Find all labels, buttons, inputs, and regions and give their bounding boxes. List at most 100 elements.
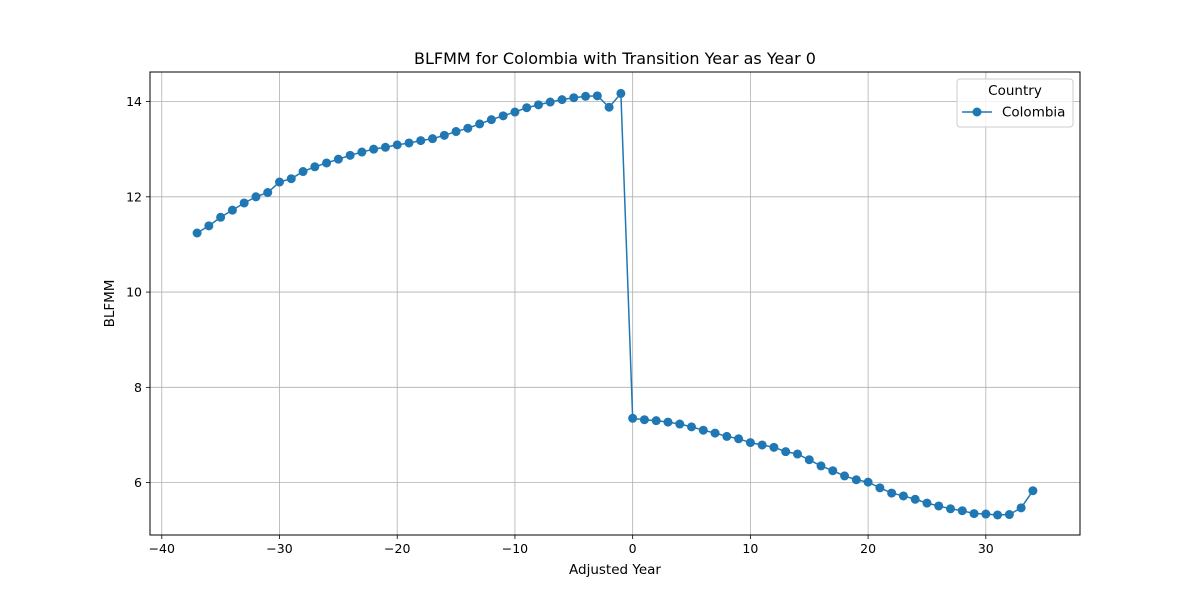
data-point [710,428,720,438]
data-point [851,475,861,485]
data-point [792,449,802,459]
data-point [428,134,438,144]
data-point [604,102,614,112]
data-point [192,228,202,238]
data-point [239,198,249,208]
legend-box [956,78,1074,128]
data-point [722,431,732,441]
data-point [439,130,449,140]
data-point [675,419,685,429]
data-point [1016,503,1026,513]
data-point [404,138,414,148]
x-tick-label: 30 [978,541,994,556]
data-point [1028,486,1038,496]
data-point [475,119,485,129]
data-point [628,413,638,423]
data-point [616,88,626,98]
data-point [898,491,908,501]
data-point [993,510,1003,520]
data-point [910,494,920,504]
data-point [380,142,390,152]
y-tick-label: 10 [126,285,142,300]
x-tick-label: 10 [742,541,758,556]
data-point [698,425,708,435]
data-point [416,136,426,146]
y-axis-ticks: 6 8 10 12 14 [126,94,150,490]
y-tick-label: 6 [134,475,142,490]
data-point [887,488,897,498]
data-point [310,162,320,172]
data-point [569,93,579,103]
data-point [333,154,343,164]
data-point [863,477,873,487]
x-tick-label: −20 [384,541,410,556]
x-tick-label: −10 [502,541,528,556]
data-point [545,97,555,107]
data-point [745,438,755,448]
chart-title: BLFMM for Colombia with Transition Year … [414,49,816,68]
series-line-colombia [196,92,1034,516]
data-point [639,415,649,425]
data-point [486,115,496,125]
data-point [216,212,226,222]
x-tick-label: 0 [629,541,637,556]
data-point [510,107,520,117]
data-point [227,205,237,215]
data-point [1004,510,1014,520]
data-point [687,422,697,432]
data-point [969,509,979,519]
data-point [274,177,284,187]
data-point [581,91,591,101]
data-point [769,442,779,452]
data-point [392,140,402,150]
x-tick-label: 20 [860,541,876,556]
data-point [557,95,567,105]
y-tick-label: 12 [126,189,142,204]
x-tick-label: −40 [149,541,175,556]
series-layer [192,88,1038,520]
legend: Country Colombia [956,78,1074,128]
data-point [204,221,214,231]
legend-label-colombia: Colombia [1002,105,1065,121]
data-point [946,504,956,514]
data-point [875,483,885,493]
data-point [651,416,661,426]
data-point [498,111,508,121]
data-point [286,174,296,184]
data-point [298,167,308,177]
grid [150,72,1080,535]
x-axis-ticks: −40 −30 −20 −10 0 10 20 30 [149,535,994,556]
data-point [757,440,767,450]
data-point [522,103,532,113]
data-point [451,127,461,137]
x-axis-label: Adjusted Year [569,562,661,578]
data-point [804,455,814,465]
plot-frame [149,71,1081,536]
y-axis-label: BLFMM [102,280,118,328]
data-point [533,100,543,110]
y-tick-label: 8 [134,380,142,395]
data-point [663,417,673,427]
data-point [828,466,838,476]
data-point [934,501,944,511]
data-point [251,192,261,202]
data-point [369,144,379,154]
data-point [322,158,332,168]
data-point [816,461,826,471]
data-point [263,188,273,198]
data-point [781,447,791,457]
data-point [734,434,744,444]
x-tick-label: −30 [266,541,292,556]
data-point [345,150,355,160]
data-point [463,123,473,133]
data-point [922,498,932,508]
legend-title: Country [988,83,1042,99]
data-point [840,471,850,481]
y-tick-label: 14 [126,94,142,109]
data-point [357,147,367,157]
data-point [981,509,991,519]
legend-marker-colombia [972,107,982,117]
data-point [592,91,602,101]
